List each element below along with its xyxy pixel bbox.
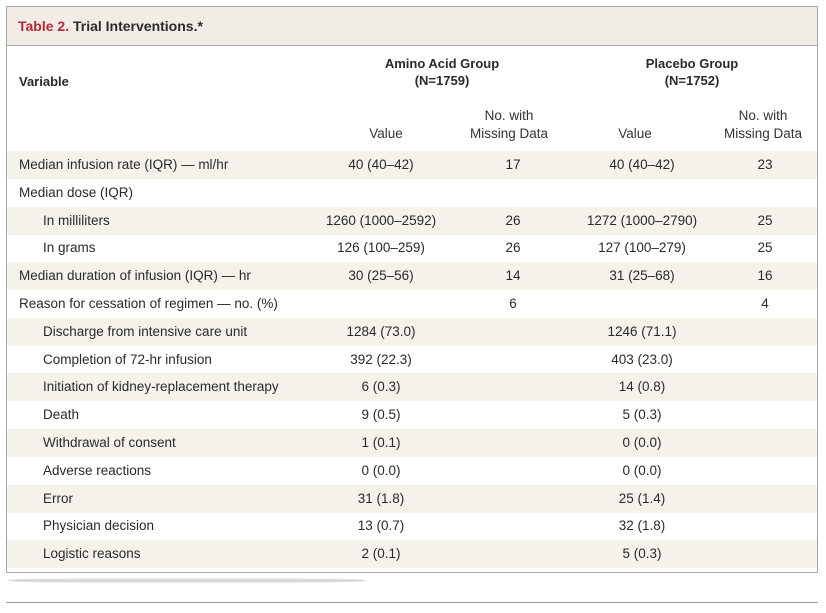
table-row: Physician decision 13 (0.7) 32 (1.8): [7, 512, 817, 540]
table-row: Withdrawal of consent 1 (0.1) 0 (0.0): [7, 429, 817, 457]
row-label: Logistic reasons: [43, 546, 141, 562]
aa-value-cell: 1284 (73.0): [346, 323, 416, 339]
pl-missing-cell: 25: [757, 240, 773, 256]
bottom-rule: [6, 602, 818, 603]
table-title: Table 2. Trial Interventions.*: [18, 18, 203, 34]
aa-missing-cell: 26: [505, 212, 521, 228]
aa-value-cell: 40 (40–42): [348, 157, 414, 172]
pl-value-header: Value: [618, 126, 652, 141]
table-row: Median infusion rate (IQR) — ml/hr 40 (40…: [7, 151, 817, 179]
pl-missing-cell: 23: [757, 157, 773, 172]
row-label: Physician decision: [43, 518, 155, 534]
aa-value-cell: 30 (25–56): [348, 268, 414, 284]
pl-value-cell: 1246 (71.1): [607, 323, 677, 339]
table-number: Table 2.: [18, 18, 70, 34]
row-label: Error: [43, 490, 73, 506]
table-row: In grams 126 (100–259) 26 127 (100–279) 25: [7, 234, 817, 262]
row-label: In milliliters: [43, 212, 110, 228]
aa-value-cell: 6 (0.3): [361, 379, 401, 395]
table-row: Adverse reactions 0 (0.0) 0 (0.0): [7, 457, 817, 485]
table-row: Reason for cessation of regimen — no. (%…: [7, 290, 817, 318]
table-row: Median duration of infusion (IQR) — hr 30…: [7, 262, 817, 291]
amino-acid-group-n: (N=1759): [414, 73, 470, 88]
aa-value-cell: 2 (0.1): [361, 546, 401, 562]
aa-value-cell: 1 (0.1): [361, 435, 401, 450]
row-label: Completion of 72-hr infusion: [43, 351, 212, 367]
aa-value-cell: 1260 (1000–2592): [325, 212, 437, 228]
aa-missing-cell: 17: [505, 157, 521, 172]
aa-missing-cell: 26: [505, 240, 521, 256]
table-row: Logistic reasons 2 (0.1) 5 (0.3): [7, 540, 817, 569]
scan-smudge: [8, 578, 366, 583]
aa-missing-header-line2: Missing Data: [469, 126, 549, 141]
pl-value-cell: 14 (0.8): [618, 379, 666, 395]
pl-value-cell: 0 (0.0): [622, 435, 662, 450]
aa-value-cell: 126 (100–259): [337, 240, 425, 256]
table-frame: Table 2. Trial Interventions.* Variable …: [6, 6, 818, 573]
row-label: Death: [43, 407, 80, 423]
table-row: Completion of 72-hr infusion 392 (22.3) 40…: [7, 346, 817, 374]
row-label: In grams: [43, 240, 96, 256]
aa-value-cell: 0 (0.0): [361, 462, 401, 478]
pl-value-cell: 0 (0.0): [622, 462, 662, 478]
table-title-text: Trial Interventions.*: [69, 18, 203, 34]
table-row: Median dose (IQR): [7, 179, 817, 207]
row-label: Median duration of infusion (IQR) — hr: [19, 268, 251, 284]
table-row: Error 31 (1.8) 25 (1.4): [7, 484, 817, 513]
placebo-group-header: Placebo Group: [645, 56, 739, 71]
pl-value-cell: 127 (100–279): [598, 240, 686, 256]
variable-header: Variable: [19, 74, 69, 89]
table-row: In milliliters 1260 (1000–2592) 26 1272 (10…: [7, 206, 817, 235]
aa-value-cell: 9 (0.5): [361, 407, 401, 423]
row-label: Discharge from intensive care unit: [43, 323, 248, 339]
row-label: Reason for cessation of regimen — no. (%…: [19, 296, 278, 311]
pl-value-cell: 5 (0.3): [622, 546, 662, 562]
pl-missing-header-line1: No. with: [738, 108, 788, 123]
aa-value-header: Value: [369, 126, 403, 141]
table-row: Discharge from intensive care unit 1284 (…: [7, 317, 817, 346]
pl-value-cell: 1272 (1000–2790): [586, 212, 698, 228]
aa-missing-header-line1: No. with: [484, 108, 534, 123]
row-label: Adverse reactions: [43, 462, 152, 478]
aa-value-cell: 392 (22.3): [350, 351, 412, 367]
aa-missing-cell: 6: [509, 296, 517, 311]
pl-value-cell: 25 (1.4): [618, 490, 666, 506]
pl-missing-cell: 25: [757, 212, 773, 228]
placebo-group-n: (N=1752): [664, 73, 720, 88]
pl-value-cell: 32 (1.8): [618, 518, 666, 534]
pl-value-cell: 5 (0.3): [622, 407, 662, 423]
row-label: Median infusion rate (IQR) — ml/hr: [19, 157, 229, 172]
pl-value-cell: 31 (25–68): [609, 268, 675, 284]
aa-value-cell: 31 (1.8): [357, 490, 405, 506]
aa-value-cell: 13 (0.7): [357, 518, 405, 534]
table-row: Initiation of kidney-replacement therapy…: [7, 373, 817, 402]
pl-missing-cell: 16: [757, 268, 773, 284]
row-label: Initiation of kidney-replacement therapy: [43, 379, 279, 395]
pl-value-cell: 403 (23.0): [611, 351, 673, 367]
table-row: Death 9 (0.5) 5 (0.3): [7, 401, 817, 429]
row-label: Withdrawal of consent: [43, 435, 176, 450]
pl-missing-header-line2: Missing Data: [723, 126, 803, 141]
pl-missing-cell: 4: [761, 296, 769, 311]
pl-value-cell: 40 (40–42): [609, 157, 675, 172]
title-bar: Table 2. Trial Interventions.*: [7, 7, 817, 46]
row-label: Median dose (IQR): [19, 184, 134, 200]
amino-acid-group-header: Amino Acid Group: [384, 56, 500, 71]
aa-missing-cell: 14: [505, 268, 521, 284]
